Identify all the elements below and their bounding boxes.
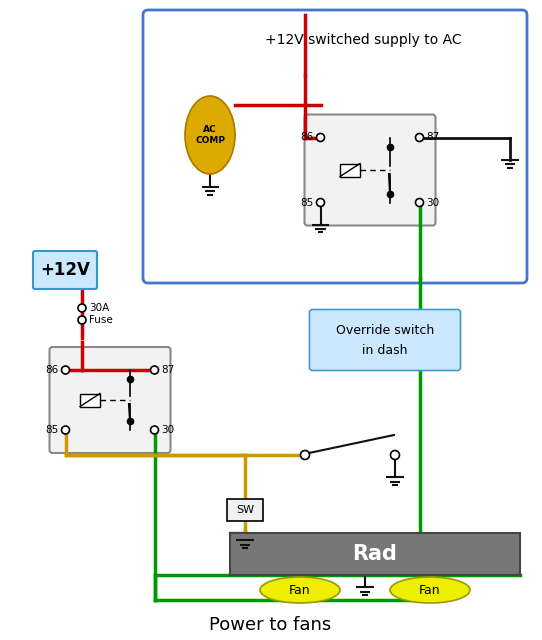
Text: Fan: Fan	[289, 584, 311, 596]
Text: 85: 85	[300, 198, 313, 207]
Circle shape	[78, 304, 86, 312]
Text: Fuse: Fuse	[89, 315, 113, 325]
Text: 86: 86	[45, 365, 59, 375]
Circle shape	[61, 426, 69, 434]
Text: AC
COMP: AC COMP	[195, 125, 225, 145]
Text: 30: 30	[162, 425, 175, 435]
FancyBboxPatch shape	[49, 347, 171, 453]
Circle shape	[78, 316, 86, 324]
Text: Rad: Rad	[352, 544, 397, 564]
Text: Power to fans: Power to fans	[209, 616, 331, 634]
Text: Fan: Fan	[419, 584, 441, 596]
FancyBboxPatch shape	[305, 115, 436, 225]
Text: 85: 85	[45, 425, 59, 435]
Text: 30: 30	[427, 198, 440, 207]
Circle shape	[317, 198, 325, 207]
Ellipse shape	[390, 577, 470, 603]
FancyBboxPatch shape	[227, 499, 263, 521]
Text: 87: 87	[427, 132, 440, 143]
Circle shape	[390, 451, 399, 460]
Circle shape	[317, 134, 325, 141]
Bar	[340, 163, 360, 177]
Text: SW: SW	[236, 505, 254, 515]
Circle shape	[300, 451, 309, 460]
Text: 87: 87	[162, 365, 175, 375]
FancyBboxPatch shape	[143, 10, 527, 283]
FancyBboxPatch shape	[309, 310, 461, 371]
Ellipse shape	[260, 577, 340, 603]
Circle shape	[151, 426, 158, 434]
FancyBboxPatch shape	[33, 251, 97, 289]
Text: +12V switched supply to AC: +12V switched supply to AC	[265, 33, 462, 47]
Text: 30A: 30A	[89, 303, 109, 313]
Circle shape	[416, 134, 423, 141]
Ellipse shape	[185, 96, 235, 174]
Text: 86: 86	[300, 132, 313, 143]
Text: in dash: in dash	[362, 344, 408, 356]
Bar	[80, 394, 100, 406]
Circle shape	[416, 198, 423, 207]
Bar	[230, 533, 520, 575]
Circle shape	[151, 366, 158, 374]
Text: +12V: +12V	[40, 261, 90, 279]
Circle shape	[61, 366, 69, 374]
Text: Override switch: Override switch	[336, 323, 434, 337]
